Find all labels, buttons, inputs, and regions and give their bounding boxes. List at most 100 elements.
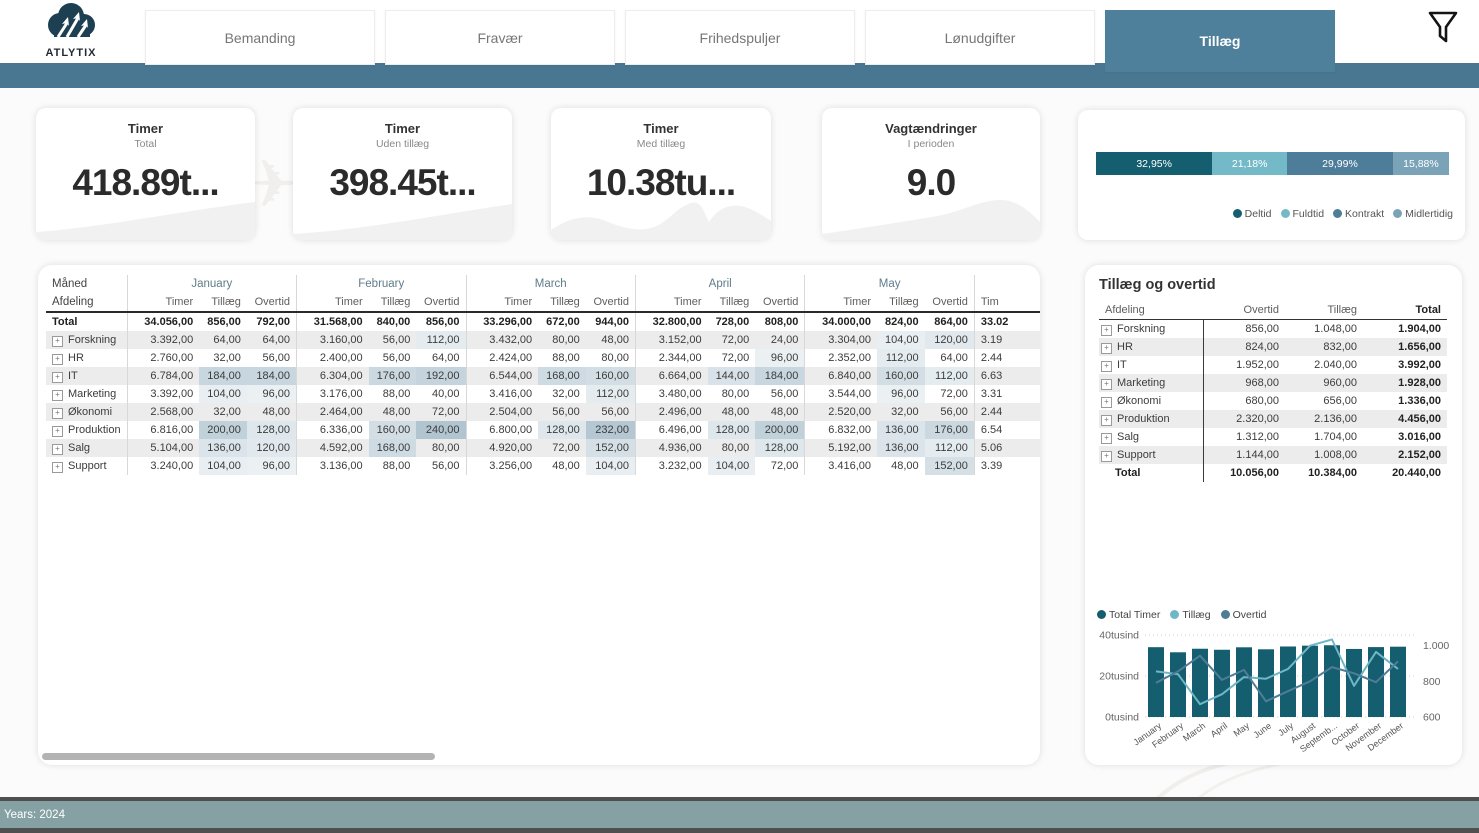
- kpi-subtitle: Med tillæg: [551, 138, 771, 150]
- matrix-cell: 88,00: [369, 385, 417, 403]
- chart-legend-total-timer[interactable]: Total Timer: [1097, 609, 1160, 621]
- mix-segment-midlertidig[interactable]: 15,88%: [1393, 152, 1449, 175]
- measure-header-timer[interactable]: Timer: [127, 293, 199, 312]
- measure-header-overtid[interactable]: Overtid: [925, 293, 975, 312]
- side-cell-tillaeg: 832,00: [1285, 338, 1363, 356]
- month-header-march[interactable]: March: [466, 275, 635, 293]
- expand-icon[interactable]: +: [52, 408, 63, 419]
- cloud-arrows-icon: [40, 3, 102, 45]
- mix-segment-kontrakt[interactable]: 29,99%: [1287, 152, 1393, 175]
- matrix-cell: 136,00: [877, 439, 925, 457]
- matrix-cell: 128,00: [755, 439, 805, 457]
- kpi-value: 9.0: [822, 162, 1040, 204]
- row-label: +Forskning: [46, 331, 127, 349]
- matrix-cell: 2.424,00: [466, 349, 538, 367]
- chart-legend-overtid[interactable]: Overtid: [1221, 609, 1267, 621]
- expand-icon[interactable]: +: [52, 426, 63, 437]
- measure-header-tillaeg[interactable]: Tillæg: [199, 293, 247, 312]
- month-header-january[interactable]: January: [127, 275, 296, 293]
- matrix-row-oekonomi: +Økonomi2.568,0032,0048,002.464,0048,007…: [46, 403, 1040, 421]
- bar-april[interactable]: [1214, 650, 1230, 717]
- month-header-may[interactable]: May: [805, 275, 974, 293]
- mix-legend-deltid[interactable]: Deltid: [1233, 208, 1272, 220]
- expand-icon[interactable]: +: [1101, 451, 1112, 462]
- month-header-february[interactable]: February: [297, 275, 466, 293]
- matrix-cell: 6.832,00: [805, 421, 877, 439]
- matrix-cell: 856,00: [199, 312, 247, 331]
- measure-header-timer[interactable]: Timer: [635, 293, 707, 312]
- filter-button[interactable]: [1427, 10, 1459, 53]
- brand-name: ATLYTIX: [30, 47, 112, 59]
- expand-icon[interactable]: +: [1101, 361, 1112, 372]
- matrix-cell: 3.432,00: [466, 331, 538, 349]
- matrix-cell: 56,00: [247, 349, 297, 367]
- row-label: +HR: [1099, 338, 1203, 356]
- side-row-oekonomi: +Økonomi680,00656,001.336,00: [1099, 392, 1447, 410]
- mix-legend-kontrakt[interactable]: Kontrakt: [1333, 208, 1384, 220]
- side-col-header-afdeling[interactable]: Afdeling: [1099, 301, 1203, 320]
- expand-icon[interactable]: +: [1101, 415, 1112, 426]
- tab-fravaer[interactable]: Fravær: [385, 10, 615, 65]
- mix-segment-deltid[interactable]: 32,95%: [1096, 152, 1212, 175]
- measure-header-tillaeg[interactable]: Tillæg: [708, 293, 756, 312]
- measure-header-tillaeg[interactable]: Tillæg: [369, 293, 417, 312]
- matrix-cell: 64,00: [247, 331, 297, 349]
- side-col-header-overtid[interactable]: Overtid: [1203, 301, 1285, 320]
- chart-legend-tillaeg[interactable]: Tillæg: [1170, 609, 1210, 621]
- measure-header-tillaeg[interactable]: Tillæg: [538, 293, 586, 312]
- expand-icon[interactable]: +: [52, 390, 63, 401]
- measure-header-timer[interactable]: Timer: [297, 293, 369, 312]
- kpi-value: 10.38tu...: [551, 162, 771, 204]
- mix-segment-fuldtid[interactable]: 21,18%: [1212, 152, 1287, 175]
- expand-icon[interactable]: +: [1101, 343, 1112, 354]
- measure-header-overtid[interactable]: Overtid: [247, 293, 297, 312]
- bar-february[interactable]: [1170, 652, 1186, 717]
- tab-loenudgifter[interactable]: Lønudgifter: [865, 10, 1095, 65]
- matrix-cell: 3.544,00: [805, 385, 877, 403]
- mix-legend-fuldtid[interactable]: Fuldtid: [1281, 208, 1325, 220]
- side-cell-tillaeg: 1.008,00: [1285, 446, 1363, 464]
- tab-bemanding[interactable]: Bemanding: [145, 10, 375, 65]
- tab-frihedspuljer[interactable]: Frihedspuljer: [625, 10, 855, 65]
- expand-icon[interactable]: +: [1101, 379, 1112, 390]
- matrix-cell: 152,00: [586, 439, 636, 457]
- measure-header-overtid[interactable]: Overtid: [586, 293, 636, 312]
- measure-header-tillaeg[interactable]: Tillæg: [877, 293, 925, 312]
- month-header-april[interactable]: April: [635, 275, 804, 293]
- side-col-header-tillaeg[interactable]: Tillæg: [1285, 301, 1363, 320]
- matrix-cell: 88,00: [369, 457, 417, 475]
- kpi-value: 398.45t...: [293, 162, 512, 204]
- expand-icon[interactable]: +: [52, 462, 63, 473]
- measure-header-overtid[interactable]: Overtid: [416, 293, 466, 312]
- matrix-cell: 944,00: [586, 312, 636, 331]
- expand-icon[interactable]: +: [1101, 433, 1112, 444]
- tab-tillaeg[interactable]: Tillæg: [1105, 10, 1335, 72]
- matrix-cell: 6.664,00: [635, 367, 707, 385]
- mix-legend-midlertidig[interactable]: Midlertidig: [1393, 208, 1453, 220]
- year-filter-bar[interactable]: Years: 2024: [0, 797, 1479, 833]
- matrix-row-produktion: +Produktion6.816,00200,00128,006.336,001…: [46, 421, 1040, 439]
- matrix-cell: 72,00: [925, 385, 975, 403]
- bar-december[interactable]: [1390, 647, 1406, 717]
- bar-june[interactable]: [1258, 649, 1274, 717]
- expand-icon[interactable]: +: [52, 372, 63, 383]
- side-col-header-total[interactable]: Total: [1363, 301, 1447, 320]
- horizontal-scrollbar-thumb[interactable]: [42, 753, 435, 760]
- expand-icon[interactable]: +: [52, 444, 63, 455]
- expand-icon[interactable]: +: [1101, 325, 1112, 336]
- row-label: +Forskning: [1099, 320, 1203, 339]
- measure-header-timer[interactable]: Timer: [466, 293, 538, 312]
- bar-october[interactable]: [1346, 649, 1362, 717]
- hours-matrix-table: MånedJanuaryFebruaryMarchAprilMayAfdelin…: [46, 275, 1040, 475]
- bar-july[interactable]: [1280, 646, 1296, 717]
- matrix-cell: 128,00: [708, 421, 756, 439]
- expand-icon[interactable]: +: [1101, 397, 1112, 408]
- measure-header-timer[interactable]: Timer: [805, 293, 877, 312]
- measure-header-overtid[interactable]: Overtid: [755, 293, 805, 312]
- expand-icon[interactable]: +: [52, 354, 63, 365]
- matrix-cell: 112,00: [877, 349, 925, 367]
- matrix-cell: 34.000,00: [805, 312, 877, 331]
- expand-icon[interactable]: +: [52, 336, 63, 347]
- side-cell-overtid: 968,00: [1203, 374, 1285, 392]
- bar-september[interactable]: [1324, 645, 1340, 717]
